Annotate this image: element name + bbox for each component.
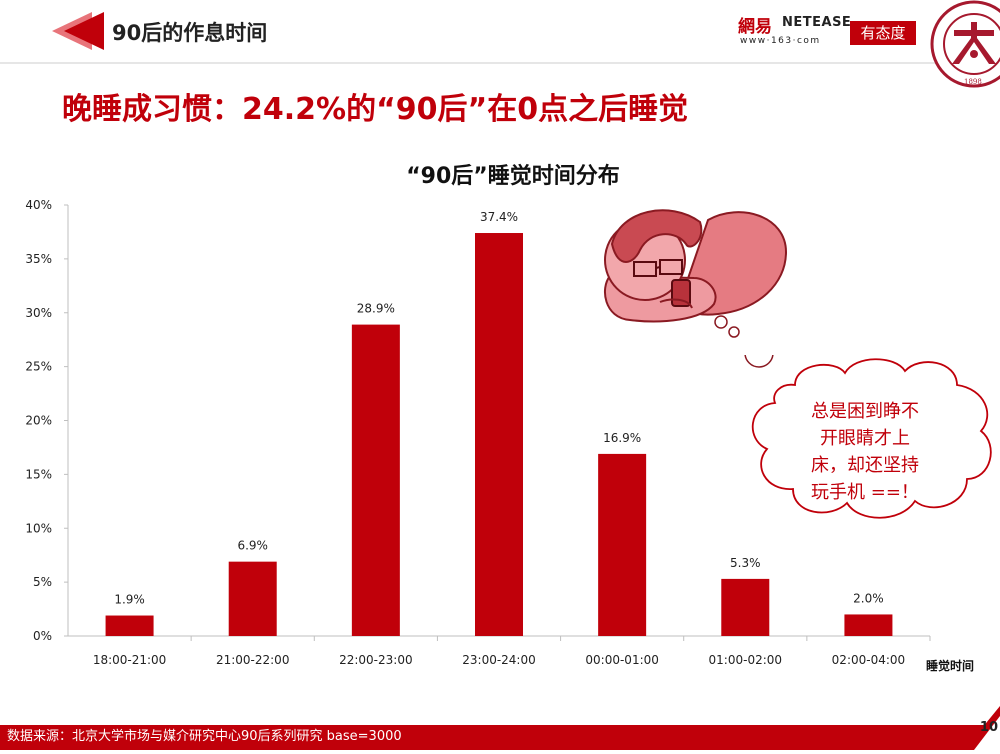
- bubble-line-3: 床，却还坚持: [811, 455, 919, 476]
- page-number-badge: 10: [964, 706, 1000, 750]
- x-tick-label: 01:00-02:00: [709, 653, 783, 667]
- x-tick-label: 23:00-24:00: [462, 653, 536, 667]
- bubble-line-1: 总是困到睁不: [811, 401, 919, 422]
- y-tick-label: 10%: [25, 521, 52, 535]
- bar: [598, 453, 647, 636]
- y-tick-label: 30%: [25, 306, 52, 320]
- y-tick-label: 15%: [25, 467, 52, 481]
- netease-logo-en: NETEASE: [782, 15, 852, 30]
- y-tick-label: 25%: [25, 360, 52, 374]
- bar: [351, 324, 400, 636]
- bar-chart: 0% 5% 10% 15% 20% 25% 30% 35% 40% 1.9% 18:00-21:00…: [25, 198, 974, 673]
- bar: [105, 615, 154, 636]
- netease-logo: 網易 NETEASE www·163·com: [738, 12, 851, 48]
- data-label: 16.9%: [603, 431, 641, 445]
- x-tick-label: 00:00-01:00: [585, 653, 659, 667]
- data-label: 37.4%: [480, 210, 518, 224]
- data-label: 5.3%: [730, 556, 761, 570]
- data-label: 2.0%: [853, 591, 884, 605]
- data-label: 28.9%: [357, 302, 395, 316]
- data-source: 数据来源：北京大学市场与媒介研究中心90后系列研究 base=3000: [7, 729, 402, 744]
- bar: [721, 578, 770, 636]
- bubble-line-2: 开眼睛才上: [820, 428, 910, 449]
- y-tick-label: 35%: [25, 252, 52, 266]
- chart-title: “90后”睡觉时间分布: [406, 164, 620, 189]
- peking-university-seal-icon: 1898: [930, 0, 1000, 88]
- data-label: 1.9%: [114, 593, 145, 607]
- page-number: 10: [979, 720, 998, 735]
- bubble-line-4: 玩手机 ==！: [811, 482, 919, 503]
- footer-bar: [0, 725, 1000, 750]
- x-tick-label: 22:00-23:00: [339, 653, 413, 667]
- y-tick-label: 5%: [33, 575, 52, 589]
- section-title: 90后的作息时间: [112, 21, 268, 45]
- netease-logo-cn: 網易: [738, 17, 772, 37]
- netease-logo-url: www·163·com: [740, 36, 821, 46]
- bar: [844, 614, 893, 636]
- bar: [475, 233, 523, 636]
- thought-bubble-text: 总是困到睁不 开眼睛才上 床，却还坚持 玩手机 ==！: [770, 398, 960, 506]
- y-tick-label: 0%: [33, 629, 52, 643]
- youtaidu-logo: 有态度: [850, 21, 916, 45]
- y-tick-label: 20%: [25, 414, 52, 428]
- sleeping-character-illustration: [603, 209, 788, 338]
- data-label: 6.9%: [237, 539, 268, 553]
- x-axis-label: 睡觉时间: [926, 658, 974, 673]
- y-tick-label: 40%: [25, 198, 52, 212]
- header-arrow-icon: [52, 12, 104, 50]
- header-divider: [0, 62, 1000, 64]
- bar: [228, 561, 277, 636]
- headline: 晚睡成习惯：24.2%的“90后”在0点之后睡觉: [62, 92, 689, 127]
- thought-bubble: [744, 355, 992, 519]
- x-tick-label: 02:00-04:00: [832, 653, 906, 667]
- seal-year: 1898: [964, 78, 982, 86]
- x-tick-label: 21:00-22:00: [216, 653, 290, 667]
- x-tick-label: 18:00-21:00: [93, 653, 167, 667]
